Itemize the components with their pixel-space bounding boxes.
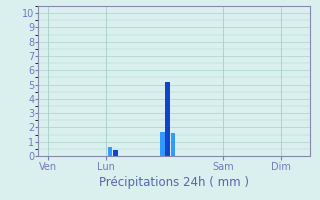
Bar (113, 150, 118, 156)
Bar (165, 82, 170, 156)
Bar (171, 133, 175, 156)
Bar (108, 147, 112, 156)
X-axis label: Précipitations 24h ( mm ): Précipitations 24h ( mm ) (100, 176, 249, 189)
Bar (160, 132, 165, 156)
